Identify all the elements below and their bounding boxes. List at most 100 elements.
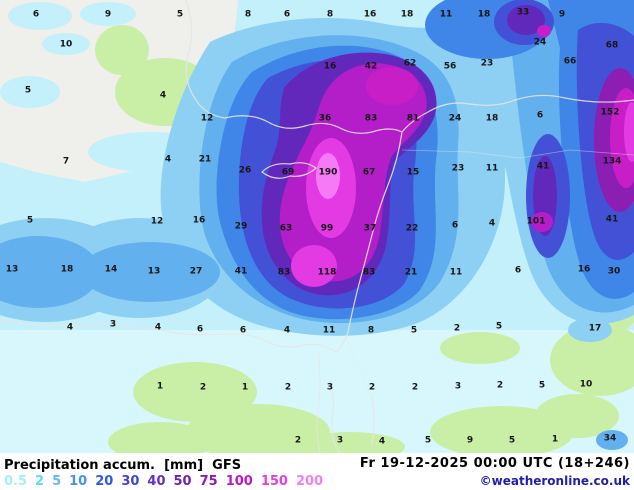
precip-value: 13 — [148, 267, 161, 277]
precip-value: 9 — [559, 10, 565, 20]
precip-value: 6 — [515, 266, 521, 276]
legend-value: 150 — [260, 473, 288, 489]
precip-value: 4 — [489, 219, 495, 229]
precip-value: 4 — [67, 323, 73, 333]
precip-value: 9 — [105, 10, 111, 20]
info-bar: Precipitation accum. [mm] GFS Fr 19-12-2… — [0, 453, 634, 490]
precip-value: 69 — [282, 168, 295, 178]
precip-value: 34 — [604, 434, 617, 444]
precip-value: 83 — [363, 268, 376, 278]
precip-value: 21 — [199, 155, 212, 165]
precipitation-map: 6 9 5 8 6 8 16 18 11 18 33 9 10 24 68 16 42 62 56 23 66 5 4 12 3… — [0, 0, 634, 453]
coastline-layer — [0, 0, 634, 453]
precip-value: 37 — [364, 224, 377, 234]
precip-value: 118 — [318, 268, 337, 278]
precip-value: 11 — [323, 326, 336, 336]
precip-value: 11 — [450, 268, 463, 278]
legend-value: 30 — [121, 473, 140, 489]
precip-value: 24 — [449, 114, 462, 124]
precip-value: 6 — [197, 325, 203, 335]
precip-value: 15 — [407, 168, 420, 178]
precip-value: 62 — [404, 59, 417, 69]
precip-value: 8 — [327, 10, 333, 20]
cyprus-coast — [261, 162, 317, 179]
precip-value: 16 — [193, 216, 206, 226]
precip-value: 18 — [61, 265, 74, 275]
precip-value: 5 — [25, 86, 31, 96]
precip-value: 5 — [496, 322, 502, 332]
precip-value: 6 — [452, 221, 458, 231]
precip-value: 33 — [517, 8, 530, 18]
info-bar-row-2: 0.5 2 5 10 20 30 40 50 75 100 150 200 ©weatheronlin… — [4, 472, 630, 490]
precip-value: 16 — [364, 10, 377, 20]
precip-value: 3 — [327, 383, 333, 393]
precip-value: 7 — [63, 157, 69, 167]
precip-value: 12 — [151, 217, 164, 227]
precip-value: 2 — [454, 324, 460, 334]
dry-land-layer — [95, 25, 634, 453]
precip-value: 18 — [401, 10, 414, 20]
precip-value: 2 — [285, 383, 291, 393]
precip-value: 2 — [497, 381, 503, 391]
legend-value: 5 — [52, 473, 62, 489]
legend-value: 20 — [95, 473, 114, 489]
precip-value: 16 — [324, 62, 337, 72]
precip-value: 63 — [280, 224, 293, 234]
precip-value: 24 — [534, 38, 547, 48]
precip-value: 18 — [486, 114, 499, 124]
precip-value: 6 — [33, 10, 39, 20]
gulf-of-aqaba — [371, 394, 375, 446]
precip-value: 4 — [379, 437, 385, 447]
precip-value: 3 — [455, 382, 461, 392]
precip-value: 8 — [368, 326, 374, 336]
precip-value: 152 — [601, 108, 620, 118]
legend-value: 2 — [35, 473, 45, 489]
precip-value: 1 — [157, 382, 163, 392]
legend-value: 10 — [69, 473, 88, 489]
precip-value: 13 — [6, 265, 19, 275]
precip-value: 9 — [467, 436, 473, 446]
precip-value: 4 — [284, 326, 290, 336]
north-africa-coast — [0, 319, 337, 353]
precip-value: 1 — [242, 383, 248, 393]
precip-value: 3 — [110, 320, 116, 330]
legend-value: 40 — [147, 473, 166, 489]
border-line-2 — [344, 334, 371, 396]
precip-value: 1 — [552, 435, 558, 445]
precip-value: 6 — [284, 10, 290, 20]
precip-value: 68 — [606, 41, 619, 51]
precip-value: 2 — [412, 383, 418, 393]
precip-value: 2 — [369, 383, 375, 393]
gulf-of-suez — [329, 379, 341, 453]
precip-value: 99 — [321, 224, 334, 234]
levant-coast — [335, 131, 403, 353]
precip-value: 5 — [177, 10, 183, 20]
precip-value: 81 — [407, 114, 420, 124]
precip-value: 27 — [190, 267, 203, 277]
border-line — [401, 149, 634, 159]
precip-value: 10 — [60, 40, 73, 50]
model-name: GFS — [212, 457, 242, 473]
precip-value: 16 — [578, 265, 591, 275]
precip-value: 23 — [452, 164, 465, 174]
precip-value: 10 — [580, 380, 593, 390]
precip-value: 26 — [239, 166, 252, 176]
turkey-coast — [185, 0, 634, 134]
precip-value: 11 — [486, 164, 499, 174]
copyright-link[interactable]: ©weatheronline.co.uk — [479, 474, 630, 488]
precip-value: 2 — [295, 436, 301, 446]
precip-value: 12 — [201, 114, 214, 124]
precip-value: 29 — [235, 222, 248, 232]
precip-value: 17 — [589, 324, 602, 334]
product-title: Precipitation accum. [mm] GFS — [4, 454, 241, 473]
precip-value: 5 — [425, 436, 431, 446]
precip-value: 18 — [478, 10, 491, 20]
precip-value: 190 — [319, 168, 338, 178]
legend-value: 200 — [295, 473, 324, 489]
precip-value: 8 — [245, 10, 251, 20]
legend-scale: 0.5 2 5 10 20 30 40 50 75 100 150 200 — [4, 474, 331, 489]
info-bar-row-1: Precipitation accum. [mm] GFS Fr 19-12-2… — [4, 454, 630, 473]
precip-value: 66 — [564, 57, 577, 67]
legend-value: 50 — [173, 473, 192, 489]
